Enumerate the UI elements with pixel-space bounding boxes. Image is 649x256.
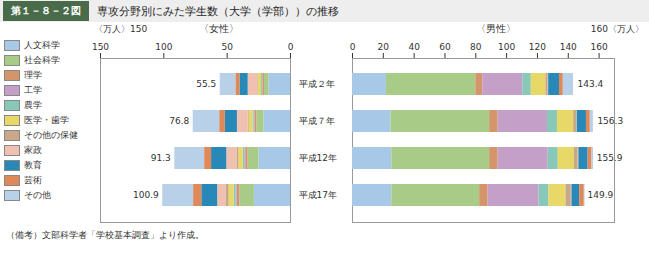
svg-text:156.3: 156.3 — [597, 116, 623, 126]
html-text:160〈万人〉: 160〈万人〉 — [590, 24, 644, 34]
svg-text:80: 80 — [470, 42, 482, 52]
svg-text:155.9: 155.9 — [597, 153, 623, 163]
svg-text:50: 50 — [221, 42, 233, 52]
html-text:医学・歯学: 医学・歯学 — [24, 115, 69, 125]
html-text:工学: 工学 — [24, 85, 42, 95]
svg-text:0: 0 — [350, 42, 356, 52]
html-text:家政: 家政 — [24, 145, 42, 155]
svg-text:120: 120 — [529, 42, 546, 52]
svg-text:91.3: 91.3 — [151, 153, 171, 163]
html-text:その他: その他 — [24, 190, 51, 200]
svg-text:平成２年: 平成２年 — [299, 79, 335, 89]
html-text:（備考）文部科学者「学校基本調査」より作成。: （備考）文部科学者「学校基本調査」より作成。 — [6, 230, 204, 240]
html-text:農学: 農学 — [24, 100, 42, 110]
svg-text:100: 100 — [155, 42, 172, 52]
svg-text:76.8: 76.8 — [169, 116, 189, 126]
svg-text:100.9: 100.9 — [133, 190, 159, 200]
html-text:〈万人〉150: 〈万人〉150 — [94, 24, 148, 34]
svg-text:20: 20 — [378, 42, 390, 52]
svg-text:0: 0 — [288, 42, 294, 52]
svg-text:平成12年: 平成12年 — [299, 153, 337, 163]
html-text:教育: 教育 — [24, 160, 42, 170]
html-text:専攻分野別にみた学生数（大学（学部））の推移: 専攻分野別にみた学生数（大学（学部））の推移 — [97, 4, 339, 18]
svg-text:40: 40 — [408, 42, 420, 52]
svg-text:140: 140 — [560, 42, 577, 52]
html-text:理学: 理学 — [24, 70, 42, 80]
html-text:芸術: 芸術 — [24, 175, 42, 185]
svg-text:149.9: 149.9 — [588, 190, 614, 200]
svg-text:160: 160 — [590, 42, 607, 52]
svg-text:150: 150 — [92, 42, 109, 52]
svg-text:100: 100 — [498, 42, 515, 52]
svg-text:平成７年: 平成７年 — [299, 116, 335, 126]
html-text:〈男性〉: 〈男性〉 — [476, 23, 516, 34]
svg-text:平成17年: 平成17年 — [299, 190, 337, 200]
svg-text:143.4: 143.4 — [578, 79, 604, 89]
svg-text:60: 60 — [439, 42, 451, 52]
html-text:人文科学: 人文科学 — [24, 40, 60, 50]
html-text:社会科学: 社会科学 — [24, 55, 60, 65]
html-text:第１－８－２図: 第１－８－２図 — [11, 5, 81, 16]
html-text:〈女性〉: 〈女性〉 — [199, 23, 239, 34]
svg-text:55.5: 55.5 — [196, 79, 216, 89]
html-text:その他の保健: その他の保健 — [24, 130, 78, 140]
